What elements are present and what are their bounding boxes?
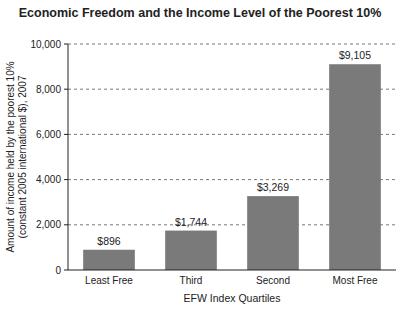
data-label: $1,744 <box>175 216 207 228</box>
y-axis-label: (constant 2005 international $), 2007 <box>17 75 28 238</box>
tick-mark <box>64 89 68 90</box>
data-label: $3,269 <box>257 181 289 193</box>
category-label: Third <box>180 275 203 286</box>
data-label: $896 <box>97 235 121 247</box>
tick-label: 2,000 <box>36 219 61 230</box>
tick-label: 10,000 <box>30 39 61 50</box>
bar <box>329 64 381 270</box>
grid-line <box>68 44 396 45</box>
tick-mark <box>64 224 68 225</box>
bar <box>247 196 299 270</box>
category-label: Most Free <box>332 275 377 286</box>
chart: Economic Freedom and the Income Level of… <box>0 0 400 312</box>
tick-mark <box>64 179 68 180</box>
tick-label: 8,000 <box>36 84 61 95</box>
tick-label: 0 <box>55 265 61 276</box>
tick-mark <box>64 44 68 45</box>
y-axis <box>68 44 69 270</box>
bar <box>165 231 217 270</box>
bar <box>83 250 135 270</box>
tick-mark <box>64 134 68 135</box>
x-axis-label: EFW Index Quartiles <box>184 292 281 304</box>
tick-mark <box>64 270 68 271</box>
x-axis <box>68 270 396 271</box>
category-label: Second <box>256 275 290 286</box>
category-label: Least Free <box>85 275 133 286</box>
tick-label: 6,000 <box>36 129 61 140</box>
bars <box>83 64 381 270</box>
title: Economic Freedom and the Income Level of… <box>19 6 382 20</box>
tick-label: 4,000 <box>36 174 61 185</box>
data-label: $9,105 <box>339 49 371 61</box>
y-axis-label: Amount of income held by the poorest 10% <box>5 61 16 252</box>
